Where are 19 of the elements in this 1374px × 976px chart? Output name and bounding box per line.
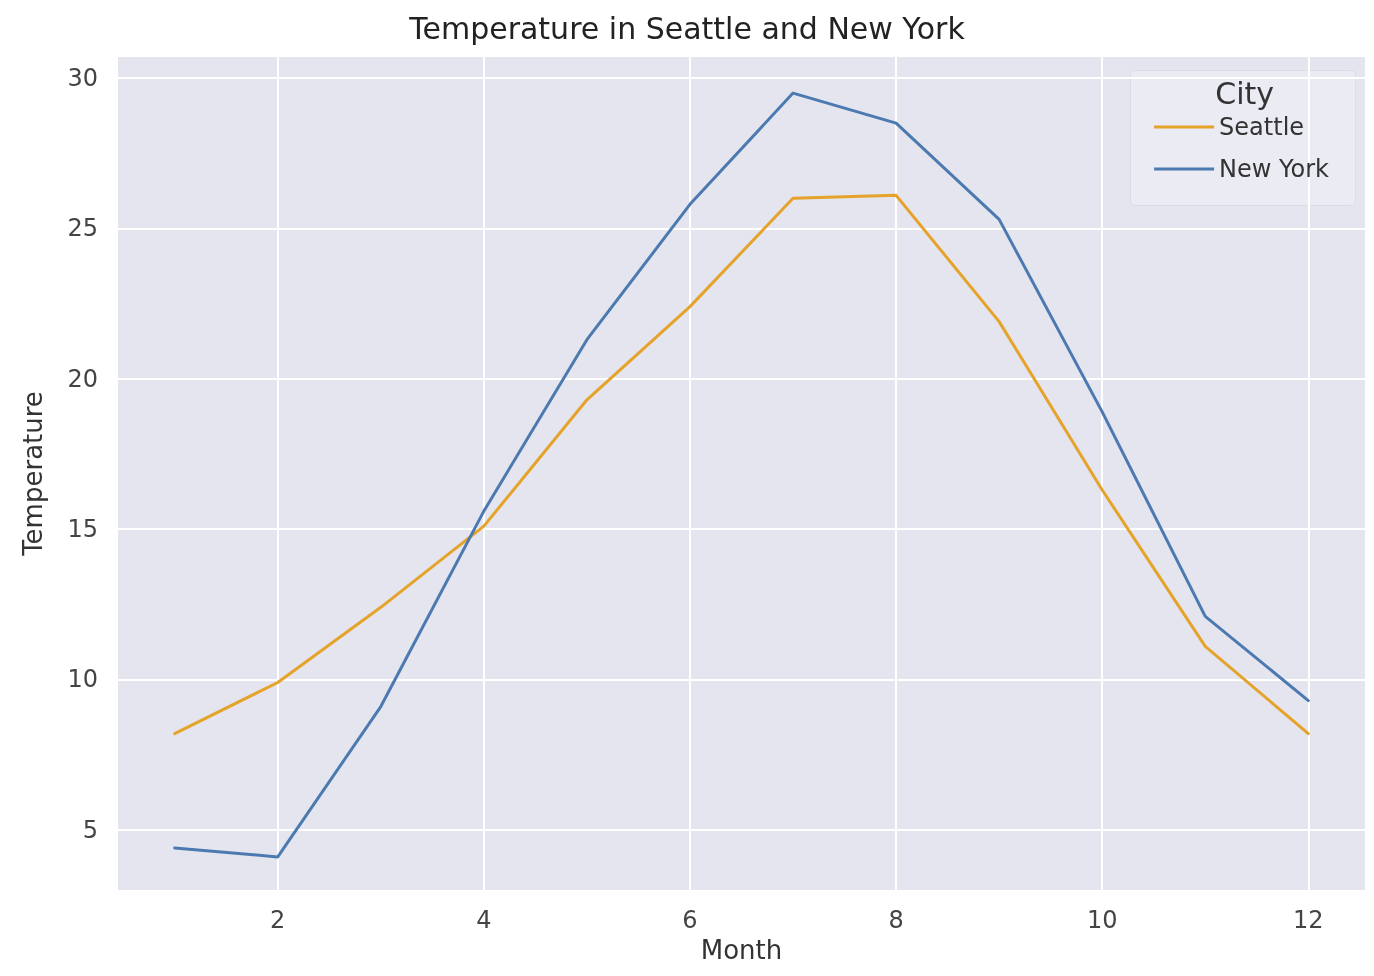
x-tick-label: 12 — [1293, 906, 1324, 934]
x-tick-label: 2 — [270, 906, 286, 934]
legend-title: City — [1215, 75, 1275, 111]
y-tick-label: 25 — [67, 214, 98, 243]
y-tick-label: 30 — [67, 64, 98, 93]
y-tick-label: 20 — [67, 364, 98, 393]
line-series — [173, 193, 1310, 736]
x-tick-label: 10 — [1086, 906, 1118, 934]
legend-label: New York — [1219, 155, 1330, 183]
legend-label: Seattle — [1219, 113, 1305, 141]
x-tick-label: 4 — [476, 906, 492, 934]
y-tick-label: 15 — [67, 515, 98, 544]
x-axis-title: Month — [700, 934, 783, 965]
x-tick-label: 6 — [682, 906, 698, 934]
chart-title: Temperature in Seattle and New York — [408, 10, 966, 46]
y-axis-title: Temperature — [18, 391, 48, 557]
y-tick-label: 5 — [82, 815, 98, 844]
x-tick-label: 8 — [888, 906, 904, 934]
y-tick-label: 10 — [67, 665, 98, 694]
